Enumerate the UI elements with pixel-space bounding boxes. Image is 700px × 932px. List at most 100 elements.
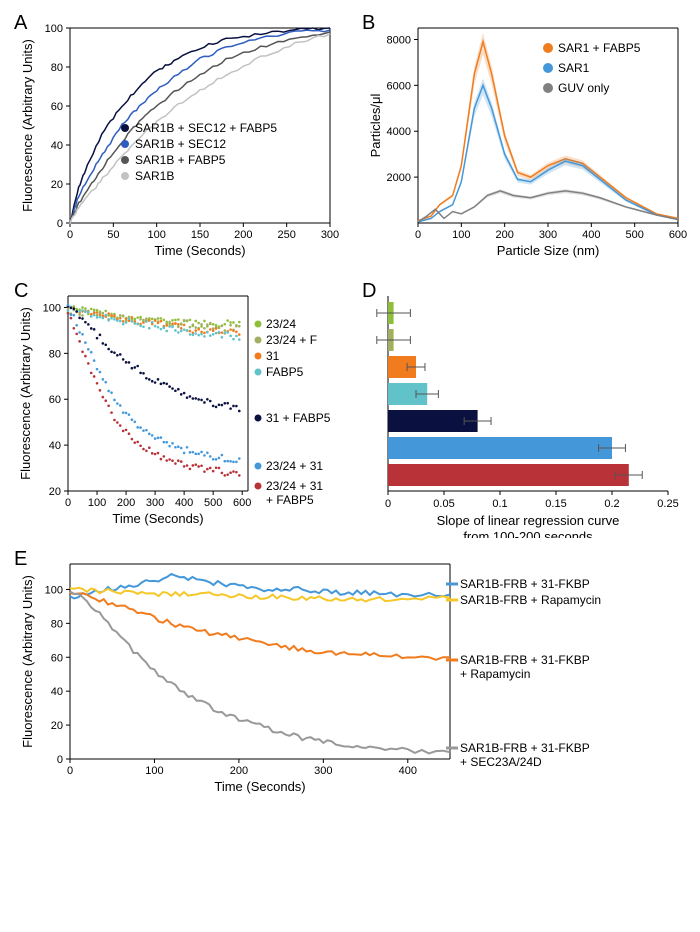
svg-text:FABP5: FABP5 xyxy=(266,365,304,379)
svg-text:250: 250 xyxy=(277,229,295,241)
svg-text:100: 100 xyxy=(43,302,61,314)
svg-text:Time (Seconds): Time (Seconds) xyxy=(214,779,305,794)
svg-text:100: 100 xyxy=(45,584,63,596)
svg-text:100: 100 xyxy=(147,229,165,241)
svg-text:400: 400 xyxy=(399,765,417,777)
svg-text:100: 100 xyxy=(145,765,163,777)
svg-text:300: 300 xyxy=(146,497,164,509)
svg-text:100: 100 xyxy=(45,23,63,35)
svg-text:Particle Size (nm): Particle Size (nm) xyxy=(497,243,600,258)
svg-text:SAR1B-FRB + 31-FKBP: SAR1B-FRB + 31-FKBP xyxy=(460,577,590,591)
svg-text:23/24 + 31: 23/24 + 31 xyxy=(266,479,323,493)
svg-text:80: 80 xyxy=(49,348,61,360)
svg-text:Time (Seconds): Time (Seconds) xyxy=(154,243,245,258)
svg-text:20: 20 xyxy=(51,179,63,191)
svg-text:Particles/μl: Particles/μl xyxy=(368,93,383,157)
svg-text:80: 80 xyxy=(51,618,63,630)
panel-c: C 0 100 200 300 400 500 600 20 40 60 80 100 Time (Se… xyxy=(10,278,350,538)
svg-text:500: 500 xyxy=(204,497,222,509)
svg-text:300: 300 xyxy=(321,229,339,241)
svg-text:31: 31 xyxy=(266,349,280,363)
panel-a: A 0 50 100 150 200 250 300 0 20 40 60 80 100 Time (Se… xyxy=(10,10,350,270)
svg-text:Fluorescence (Arbitrary Units): Fluorescence (Arbitrary Units) xyxy=(18,307,33,480)
svg-text:400: 400 xyxy=(582,229,600,241)
svg-text:0: 0 xyxy=(415,229,421,241)
svg-text:0: 0 xyxy=(57,218,63,230)
svg-text:+ SEC23A/24D: + SEC23A/24D xyxy=(460,755,542,769)
svg-text:600: 600 xyxy=(233,497,251,509)
svg-text:60: 60 xyxy=(49,394,61,406)
svg-text:60: 60 xyxy=(51,101,63,113)
svg-text:SAR1B + SEC12: SAR1B + SEC12 xyxy=(135,137,226,151)
svg-text:Time (Seconds): Time (Seconds) xyxy=(112,511,203,526)
panel-d-chart: 0 0.05 0.1 0.15 0.2 0.25 Slope of linear regre… xyxy=(358,278,698,538)
svg-text:0.05: 0.05 xyxy=(433,498,454,510)
panel-e-label: E xyxy=(14,548,27,571)
svg-text:0.25: 0.25 xyxy=(657,498,678,510)
svg-text:SAR1B + FABP5: SAR1B + FABP5 xyxy=(135,153,226,167)
svg-text:Fluorescence (Arbitrary Units): Fluorescence (Arbitrary Units) xyxy=(20,39,35,212)
svg-text:300: 300 xyxy=(314,765,332,777)
svg-text:31 + FABP5: 31 + FABP5 xyxy=(266,411,331,425)
panel-e: E 0 100 200 300 400 0 20 40 60 80 100 Time (Seconds… xyxy=(10,546,698,806)
svg-text:23/24 + F: 23/24 + F xyxy=(266,333,317,347)
svg-text:0: 0 xyxy=(385,498,391,510)
svg-text:0: 0 xyxy=(67,765,73,777)
svg-text:200: 200 xyxy=(117,497,135,509)
svg-text:60: 60 xyxy=(51,652,63,664)
panel-e-chart: 0 100 200 300 400 0 20 40 60 80 100 Time (Seconds) F… xyxy=(10,546,690,806)
svg-text:0.1: 0.1 xyxy=(492,498,507,510)
svg-text:2000: 2000 xyxy=(387,172,411,184)
svg-text:40: 40 xyxy=(49,440,61,452)
svg-text:600: 600 xyxy=(669,229,687,241)
svg-text:0: 0 xyxy=(65,497,71,509)
svg-text:0.15: 0.15 xyxy=(545,498,566,510)
svg-text:500: 500 xyxy=(625,229,643,241)
panel-b-label: B xyxy=(362,12,375,35)
svg-text:200: 200 xyxy=(495,229,513,241)
panel-d-label: D xyxy=(362,280,376,303)
svg-text:+ Rapamycin: + Rapamycin xyxy=(460,667,530,681)
svg-text:SAR1B-FRB + Rapamycin: SAR1B-FRB + Rapamycin xyxy=(460,593,601,607)
svg-text:50: 50 xyxy=(107,229,119,241)
svg-text:SAR1: SAR1 xyxy=(558,61,590,75)
svg-text:GUV only: GUV only xyxy=(558,81,609,95)
svg-text:100: 100 xyxy=(452,229,470,241)
svg-text:100: 100 xyxy=(88,497,106,509)
svg-text:200: 200 xyxy=(234,229,252,241)
svg-text:from 100-200 seconds: from 100-200 seconds xyxy=(463,529,593,538)
panel-a-chart: 0 50 100 150 200 250 300 0 20 40 60 80 100 Time (Seco… xyxy=(10,10,350,270)
svg-text:150: 150 xyxy=(191,229,209,241)
svg-text:SAR1B-FRB + 31-FKBP: SAR1B-FRB + 31-FKBP xyxy=(460,653,590,667)
panel-a-label: A xyxy=(14,12,27,35)
svg-text:8000: 8000 xyxy=(387,34,411,46)
svg-text:400: 400 xyxy=(175,497,193,509)
panel-d: D 0 0.05 0.1 0.15 0.2 0.25 Slope of linear reg… xyxy=(358,278,698,538)
panel-b-chart: 0 100 200 300 400 500 600 2000 4000 6000 8000 Parti… xyxy=(358,10,698,270)
svg-text:Fluorescence (Arbitrary Units): Fluorescence (Arbitrary Units) xyxy=(20,575,35,748)
svg-text:0: 0 xyxy=(67,229,73,241)
svg-text:40: 40 xyxy=(51,140,63,152)
svg-text:40: 40 xyxy=(51,686,63,698)
panel-c-label: C xyxy=(14,280,28,303)
panel-c-chart: 0 100 200 300 400 500 600 20 40 60 80 100 Time (Seco… xyxy=(10,278,350,538)
svg-text:SAR1B + SEC12 + FABP5: SAR1B + SEC12 + FABP5 xyxy=(135,121,277,135)
svg-text:23/24 + 31: 23/24 + 31 xyxy=(266,459,323,473)
svg-text:0.2: 0.2 xyxy=(604,498,619,510)
svg-text:0: 0 xyxy=(57,754,63,766)
svg-text:SAR1B: SAR1B xyxy=(135,169,174,183)
svg-text:200: 200 xyxy=(230,765,248,777)
svg-text:20: 20 xyxy=(51,720,63,732)
svg-text:20: 20 xyxy=(49,486,61,498)
svg-text:SAR1B-FRB + 31-FKBP: SAR1B-FRB + 31-FKBP xyxy=(460,741,590,755)
figure-grid: A 050100150200250300020406080100Time (Se… xyxy=(10,10,690,806)
svg-text:SAR1 + FABP5: SAR1 + FABP5 xyxy=(558,41,641,55)
panel-b: B 0 100 200 300 400 500 600 2000 4000 6000 8000 Par… xyxy=(358,10,698,270)
svg-text:23/24: 23/24 xyxy=(266,317,296,331)
svg-text:+ FABP5: + FABP5 xyxy=(266,493,314,507)
svg-text:300: 300 xyxy=(539,229,557,241)
svg-text:6000: 6000 xyxy=(387,80,411,92)
svg-text:4000: 4000 xyxy=(387,126,411,138)
svg-text:80: 80 xyxy=(51,62,63,74)
svg-text:Slope of linear regression cur: Slope of linear regression curve xyxy=(437,513,620,528)
